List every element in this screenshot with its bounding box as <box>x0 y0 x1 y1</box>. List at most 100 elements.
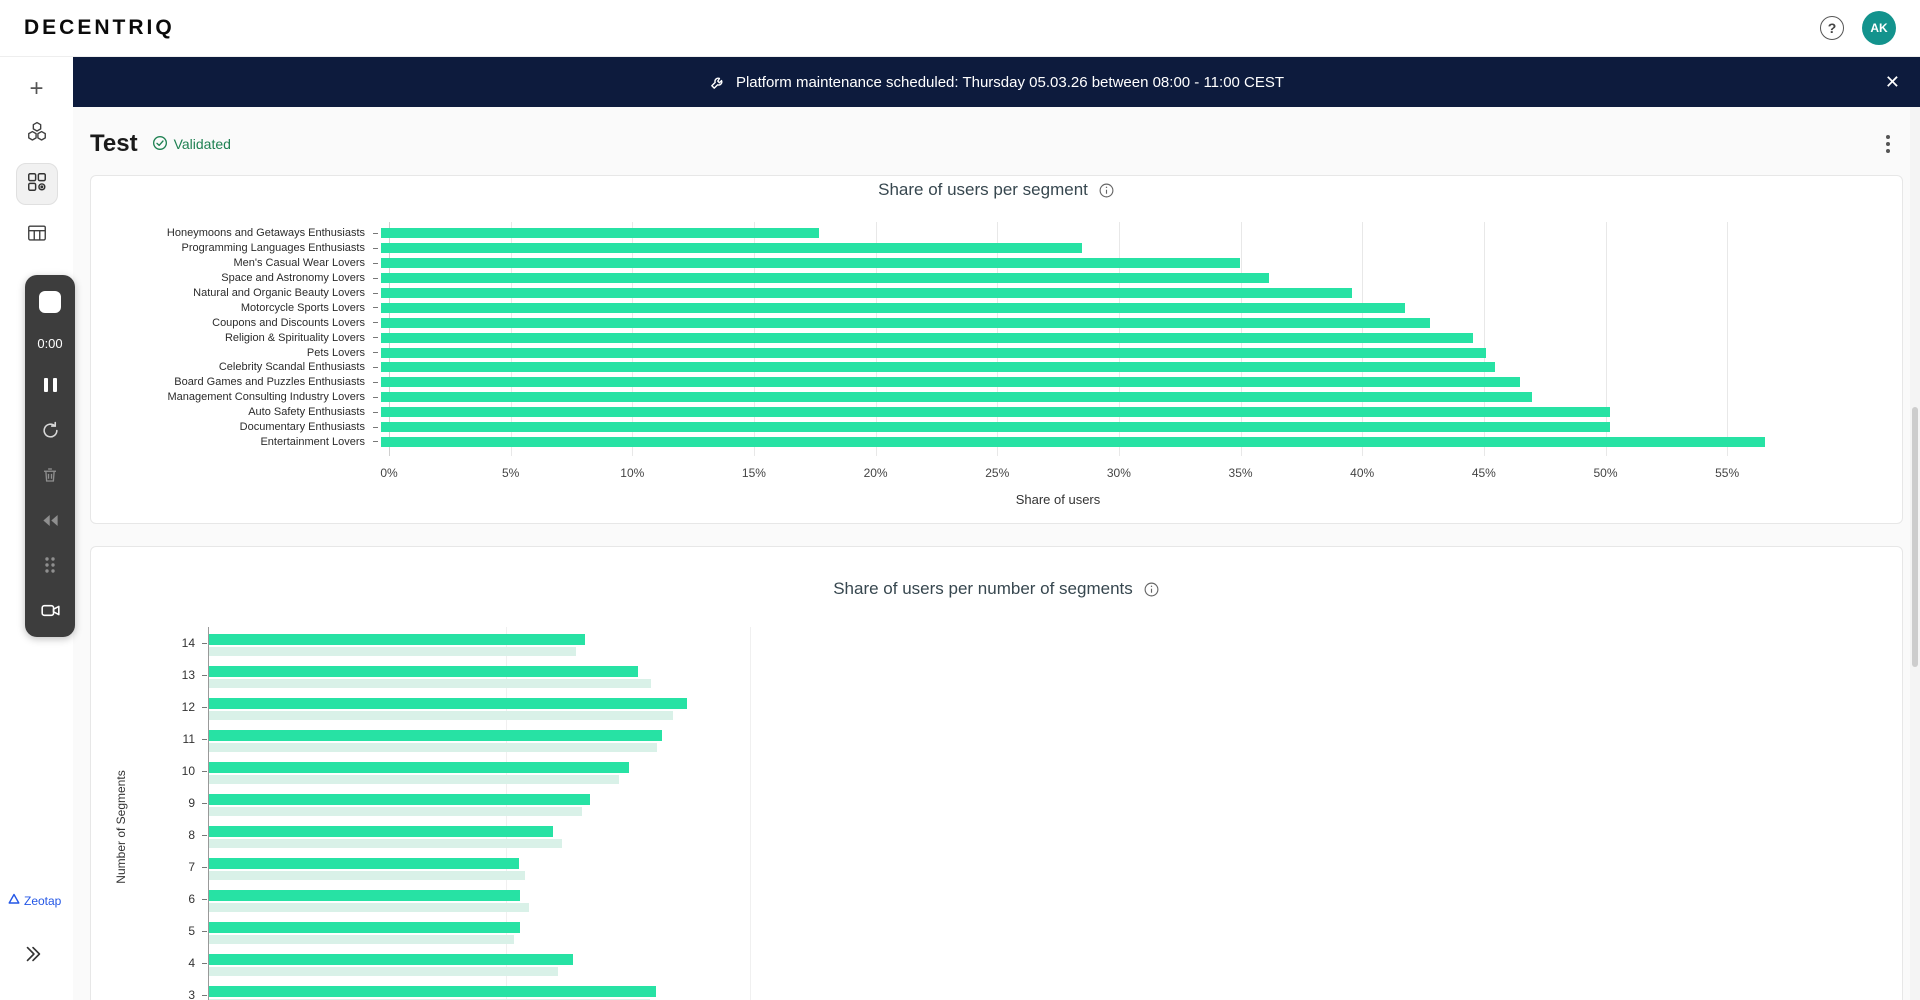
numseg-row: 4 <box>91 947 991 979</box>
numseg-bar-primary <box>209 826 554 837</box>
x-axis-label: Share of users <box>1015 492 1101 507</box>
numseg-bar-secondary <box>209 647 577 656</box>
numseg-bar-primary <box>209 762 629 773</box>
numseg-bar-secondary <box>209 711 674 720</box>
segment-bar <box>381 258 1240 269</box>
numseg-label: 13 <box>181 668 195 682</box>
vertical-scrollbar[interactable] <box>1910 107 1920 1000</box>
segment-bar <box>381 273 1270 284</box>
y-tick-mark <box>373 247 378 249</box>
numseg-bar-secondary <box>209 871 525 880</box>
sidebar: + <box>0 57 75 1000</box>
plus-icon: + <box>29 75 44 102</box>
help-icon[interactable]: ? <box>1820 16 1844 40</box>
numseg-label: 12 <box>181 700 195 714</box>
numseg-row: 6 <box>91 883 991 915</box>
kebab-menu-icon[interactable] <box>1882 131 1894 157</box>
apps-grid-icon <box>26 171 48 198</box>
numseg-bar-secondary <box>209 903 529 912</box>
numseg-row: 7 <box>91 851 991 883</box>
avatar[interactable]: AK <box>1862 11 1896 45</box>
sidebar-item-clean-rooms[interactable] <box>23 119 51 147</box>
x-tick-label: 25% <box>985 466 1010 480</box>
numseg-label: 14 <box>181 636 195 650</box>
x-tick-label: 15% <box>741 466 766 480</box>
segment-row: Honeymoons and Getaways Enthusiasts <box>91 226 1902 241</box>
segment-bar <box>381 243 1082 254</box>
numseg-row: 5 <box>91 915 991 947</box>
restart-icon[interactable] <box>39 419 61 441</box>
cubes-icon <box>26 120 48 147</box>
numseg-label: 11 <box>182 732 195 746</box>
y-tick-mark <box>373 322 378 324</box>
rewind-icon[interactable] <box>39 509 61 531</box>
stop-recording-button[interactable] <box>39 291 61 313</box>
segment-bar <box>381 392 1532 403</box>
x-tick-label: 45% <box>1471 466 1496 480</box>
numseg-rows: 14 13 12 11 10 9 8 7 6 5 4 3 <box>91 627 991 1000</box>
page-title: Test <box>90 130 138 157</box>
numseg-bar-primary <box>209 890 521 901</box>
numseg-bar-primary <box>209 986 656 997</box>
zeotap-link[interactable]: Zeotap <box>8 893 61 908</box>
segment-row: Entertainment Lovers <box>91 434 1902 449</box>
segment-label: Programming Languages Enthusiasts <box>181 242 365 255</box>
pause-icon[interactable] <box>39 374 61 396</box>
numseg-row: 11 <box>91 723 991 755</box>
segment-row: Men's Casual Wear Lovers <box>91 256 1902 271</box>
zeotap-logo-icon <box>8 893 20 908</box>
sidebar-item-datasets[interactable] <box>23 221 51 249</box>
maintenance-banner: Platform maintenance scheduled: Thursday… <box>73 57 1920 107</box>
segment-label: Coupons and Discounts Lovers <box>212 316 365 329</box>
numseg-label: 9 <box>188 796 195 810</box>
segment-bar <box>381 302 1406 313</box>
y-axis-line <box>208 627 209 1000</box>
gridline <box>1605 222 1607 456</box>
drag-handle-icon[interactable] <box>39 554 61 576</box>
segment-row: Board Games and Puzzles Enthusiasts <box>91 375 1902 390</box>
expand-sidebar-icon[interactable] <box>22 943 44 970</box>
chart-title: Share of users per number of segments <box>833 579 1133 598</box>
scrollbar-thumb[interactable] <box>1912 407 1918 667</box>
numseg-label: 4 <box>188 956 195 970</box>
segment-row: Management Consulting Industry Lovers <box>91 390 1902 405</box>
segment-bar <box>381 436 1766 447</box>
new-item-button[interactable]: + <box>23 75 51 103</box>
decentriq-logo: DECENTRIQ <box>24 16 175 39</box>
chart-title: Share of users per segment <box>878 180 1088 199</box>
gridline <box>750 627 751 1000</box>
trash-icon[interactable] <box>39 464 61 486</box>
table-icon <box>26 222 48 249</box>
segment-row: Religion & Spirituality Lovers <box>91 330 1902 345</box>
numseg-row: 3 <box>91 979 991 1000</box>
numseg-row: 8 <box>91 819 991 851</box>
x-tick-label: 40% <box>1350 466 1375 480</box>
x-tick-label: 20% <box>863 466 888 480</box>
close-icon[interactable]: ✕ <box>1884 72 1900 92</box>
segment-label: Auto Safety Enthusiasts <box>248 406 365 419</box>
num-segments-chart-card: Share of users per number of segments Nu… <box>90 546 1903 1000</box>
segments-chart-card: Share of users per segment Honeymoons an… <box>90 175 1903 524</box>
gridline <box>1727 222 1729 456</box>
zeotap-label: Zeotap <box>24 893 62 908</box>
numseg-row: 13 <box>91 659 991 691</box>
sidebar-item-applications-selected[interactable] <box>15 163 58 205</box>
y-tick-mark <box>373 396 378 398</box>
status-badge-label: Validated <box>173 136 231 152</box>
segment-label: Religion & Spirituality Lovers <box>224 331 365 344</box>
segment-bar <box>381 317 1430 328</box>
numseg-bar-secondary <box>209 807 583 816</box>
info-icon[interactable] <box>1143 581 1160 598</box>
segment-bar <box>381 347 1486 358</box>
y-tick-mark <box>373 292 378 294</box>
numseg-bar-primary <box>209 634 585 645</box>
segment-row: Space and Astronomy Lovers <box>91 271 1902 286</box>
numseg-bar-secondary <box>209 935 514 944</box>
numseg-bar-secondary <box>209 679 652 688</box>
segments-ticks: 0% 5% 10% 15% 20% 25% 30% 35% 40% 45% 50% 55% <box>380 466 1869 482</box>
numseg-bar-primary <box>209 666 638 677</box>
camera-icon[interactable] <box>39 599 61 621</box>
y-tick-mark <box>373 411 378 413</box>
info-icon[interactable] <box>1098 182 1115 199</box>
